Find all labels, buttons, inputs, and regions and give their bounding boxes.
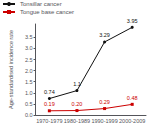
- svg-text:1980-1989: 1980-1989: [64, 118, 90, 124]
- svg-text:2000-2009: 2000-2009: [119, 118, 145, 124]
- svg-text:3.0: 3.0: [25, 45, 33, 51]
- svg-text:1.0: 1.0: [25, 90, 33, 96]
- svg-text:3.95: 3.95: [127, 18, 138, 24]
- svg-text:1.1: 1.1: [73, 81, 81, 87]
- svg-text:0.0: 0.0: [25, 112, 33, 118]
- svg-text:0.29: 0.29: [99, 99, 110, 105]
- svg-text:Age-standardised incidence rat: Age-standardised incidence rate: [8, 30, 14, 109]
- svg-text:Tonsillar cancer: Tonsillar cancer: [20, 1, 62, 7]
- svg-text:0.19: 0.19: [44, 101, 55, 107]
- svg-text:2.5: 2.5: [25, 57, 33, 63]
- svg-text:3.29: 3.29: [99, 32, 110, 38]
- svg-text:Tongue base cancer: Tongue base cancer: [20, 9, 74, 15]
- svg-text:3.5: 3.5: [25, 34, 33, 40]
- svg-text:1990-1999: 1990-1999: [91, 118, 117, 124]
- svg-text:0.20: 0.20: [72, 101, 83, 107]
- svg-text:0.74: 0.74: [44, 89, 55, 95]
- svg-text:1970-1979: 1970-1979: [36, 118, 62, 124]
- svg-text:1.5: 1.5: [25, 79, 33, 85]
- svg-text:0.5: 0.5: [25, 101, 33, 107]
- svg-text:0.48: 0.48: [127, 95, 138, 101]
- svg-text:2.0: 2.0: [25, 68, 33, 74]
